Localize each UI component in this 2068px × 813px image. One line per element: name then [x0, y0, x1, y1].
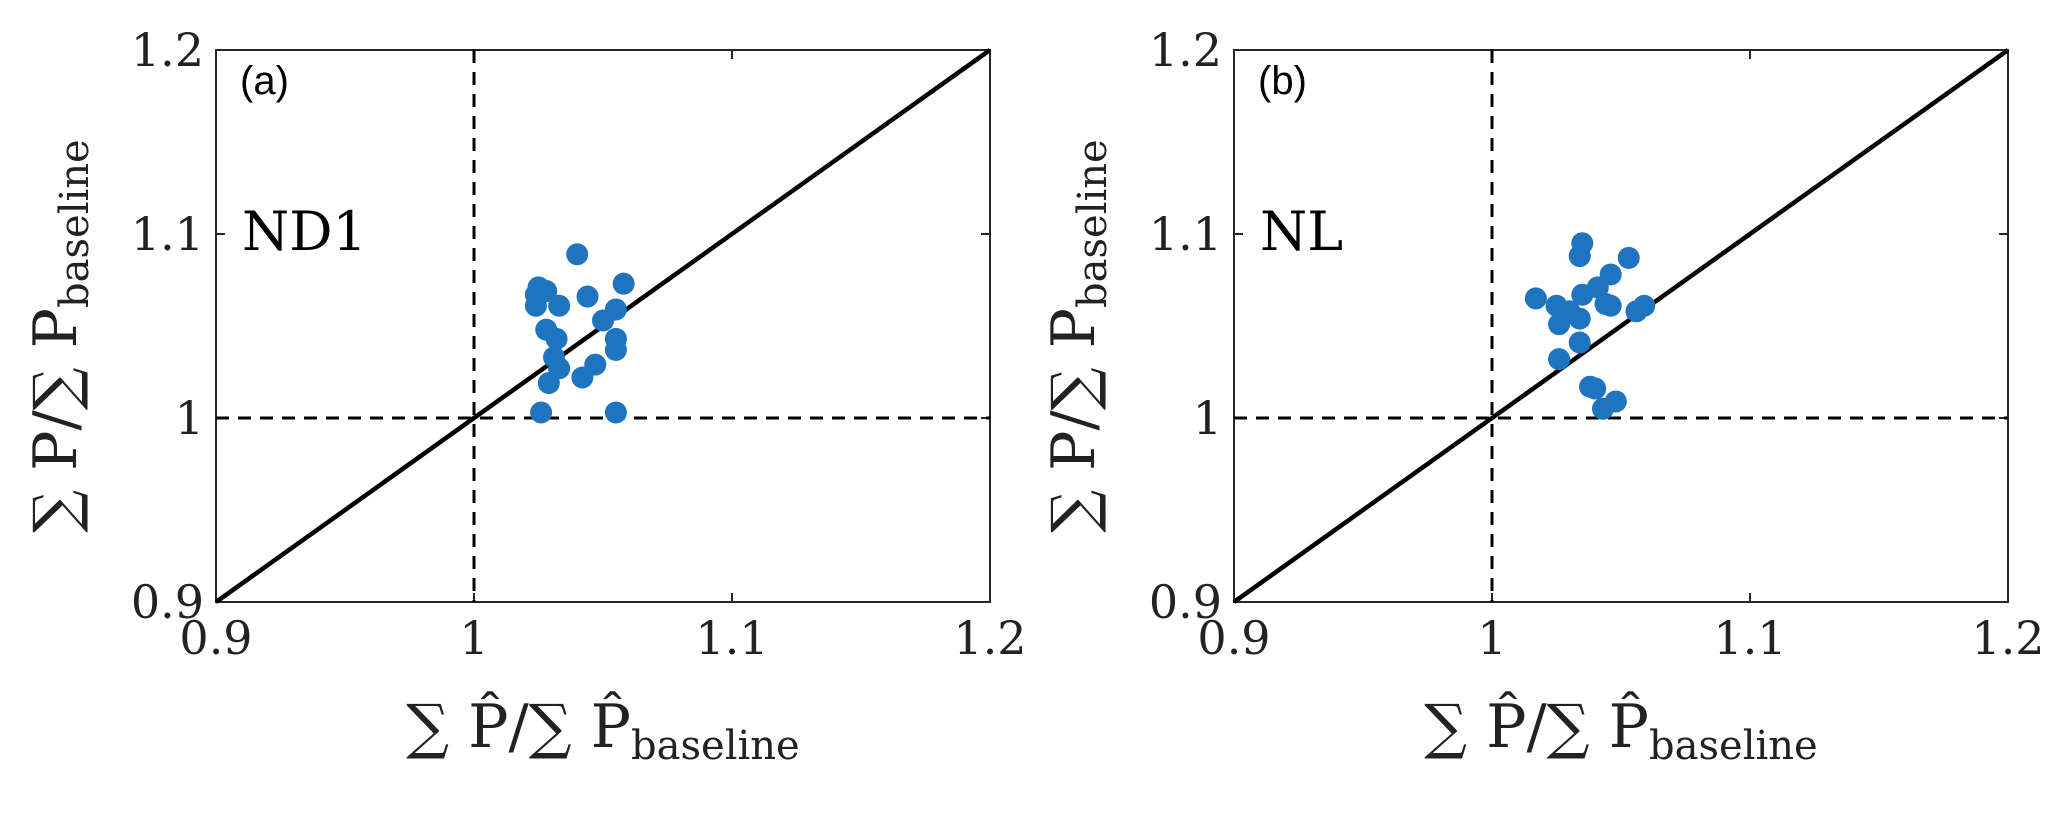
x-axis-label: ∑ P̂/∑ P̂baseline [406, 691, 799, 769]
x-axis-label-main: ∑ P̂/∑ P̂ [1424, 691, 1649, 762]
scatter-point [612, 272, 635, 295]
y-axis-label-subscript: baseline [1070, 139, 1116, 308]
panel-annotation: NL [1260, 200, 1343, 263]
panel-annotation: ND1 [242, 200, 367, 263]
y-tick-label: 1 [1193, 391, 1222, 445]
y-axis-label-main: ∑ P/∑ P [1039, 308, 1109, 533]
plot-frame [1233, 49, 2009, 603]
y-tick-label: 1.2 [131, 23, 204, 77]
x-axis-label: ∑ P̂/∑ P̂baseline [1424, 691, 1817, 769]
y-tick-label: 0.9 [1149, 575, 1222, 629]
y-axis-label: ∑ P/∑ Pbaseline [1039, 139, 1116, 532]
x-axis-label-main: ∑ P̂/∑ P̂ [406, 691, 631, 762]
scatter-point [1625, 300, 1648, 323]
y-axis-label-main: ∑ P/∑ P [21, 308, 91, 533]
scatter-point [1568, 307, 1591, 330]
scatter-point [1591, 397, 1614, 420]
scatter-point [1617, 246, 1640, 269]
y-tick-label: 0.9 [131, 575, 204, 629]
panels: 0.9 1 1.1 1.20.911.11.2(a)ND1∑ P̂/∑ P̂basel… [21, 23, 2045, 769]
plot-frame [215, 49, 991, 603]
scatter-point [1548, 313, 1571, 336]
scatter-point [1568, 245, 1591, 268]
scatter-point [604, 338, 627, 361]
scatter-point [545, 327, 568, 350]
x-tick-label: 1.1 [1713, 611, 1786, 665]
x-tick-label: 1.1 [695, 611, 768, 665]
scatter-point [604, 401, 627, 424]
chart-panel: 0.9 1 1.1 1.20.911.11.2(b)NL∑ P̂/∑ P̂baseli… [1039, 23, 2045, 769]
scatter-point [1571, 283, 1594, 306]
scatter-point [592, 309, 614, 332]
x-axis-label-subscript: baseline [631, 723, 800, 769]
scatter-point [1524, 287, 1547, 310]
scatter-point [1584, 377, 1607, 400]
scatter-point [530, 401, 553, 424]
scatter-point [571, 366, 594, 389]
scatter-point [566, 243, 589, 266]
scatter-point [1599, 294, 1622, 317]
x-tick-label: 1.2 [1971, 611, 2044, 665]
x-tick-label: 1 [1477, 611, 1506, 665]
y-tick-label: 1.1 [131, 207, 204, 261]
x-tick-label: 1 [459, 611, 488, 665]
scatter-point [1548, 348, 1571, 371]
scatter-point [524, 294, 547, 317]
y-axis-label-subscript: baseline [52, 139, 98, 308]
x-tick-label: 0.9 [179, 611, 252, 665]
x-axis-label-subscript: baseline [1649, 723, 1818, 769]
panel-label: (b) [1258, 59, 1307, 103]
identity-line [1232, 48, 2010, 604]
scatter-point [1568, 331, 1591, 354]
y-axis-label: ∑ P/∑ Pbaseline [21, 139, 98, 532]
x-tick-label: 1.2 [953, 611, 1026, 665]
scatter-point [548, 294, 571, 317]
scatter-point [576, 285, 599, 308]
panel-label: (a) [240, 59, 289, 103]
scatter-point [537, 372, 560, 395]
y-tick-label: 1.1 [1149, 207, 1222, 261]
x-tick-label: 0.9 [1197, 611, 1270, 665]
y-tick-label: 1.2 [1149, 23, 1222, 77]
chart-panel: 0.9 1 1.1 1.20.911.11.2(a)ND1∑ P̂/∑ P̂basel… [21, 23, 1027, 769]
y-tick-label: 1 [175, 391, 204, 445]
